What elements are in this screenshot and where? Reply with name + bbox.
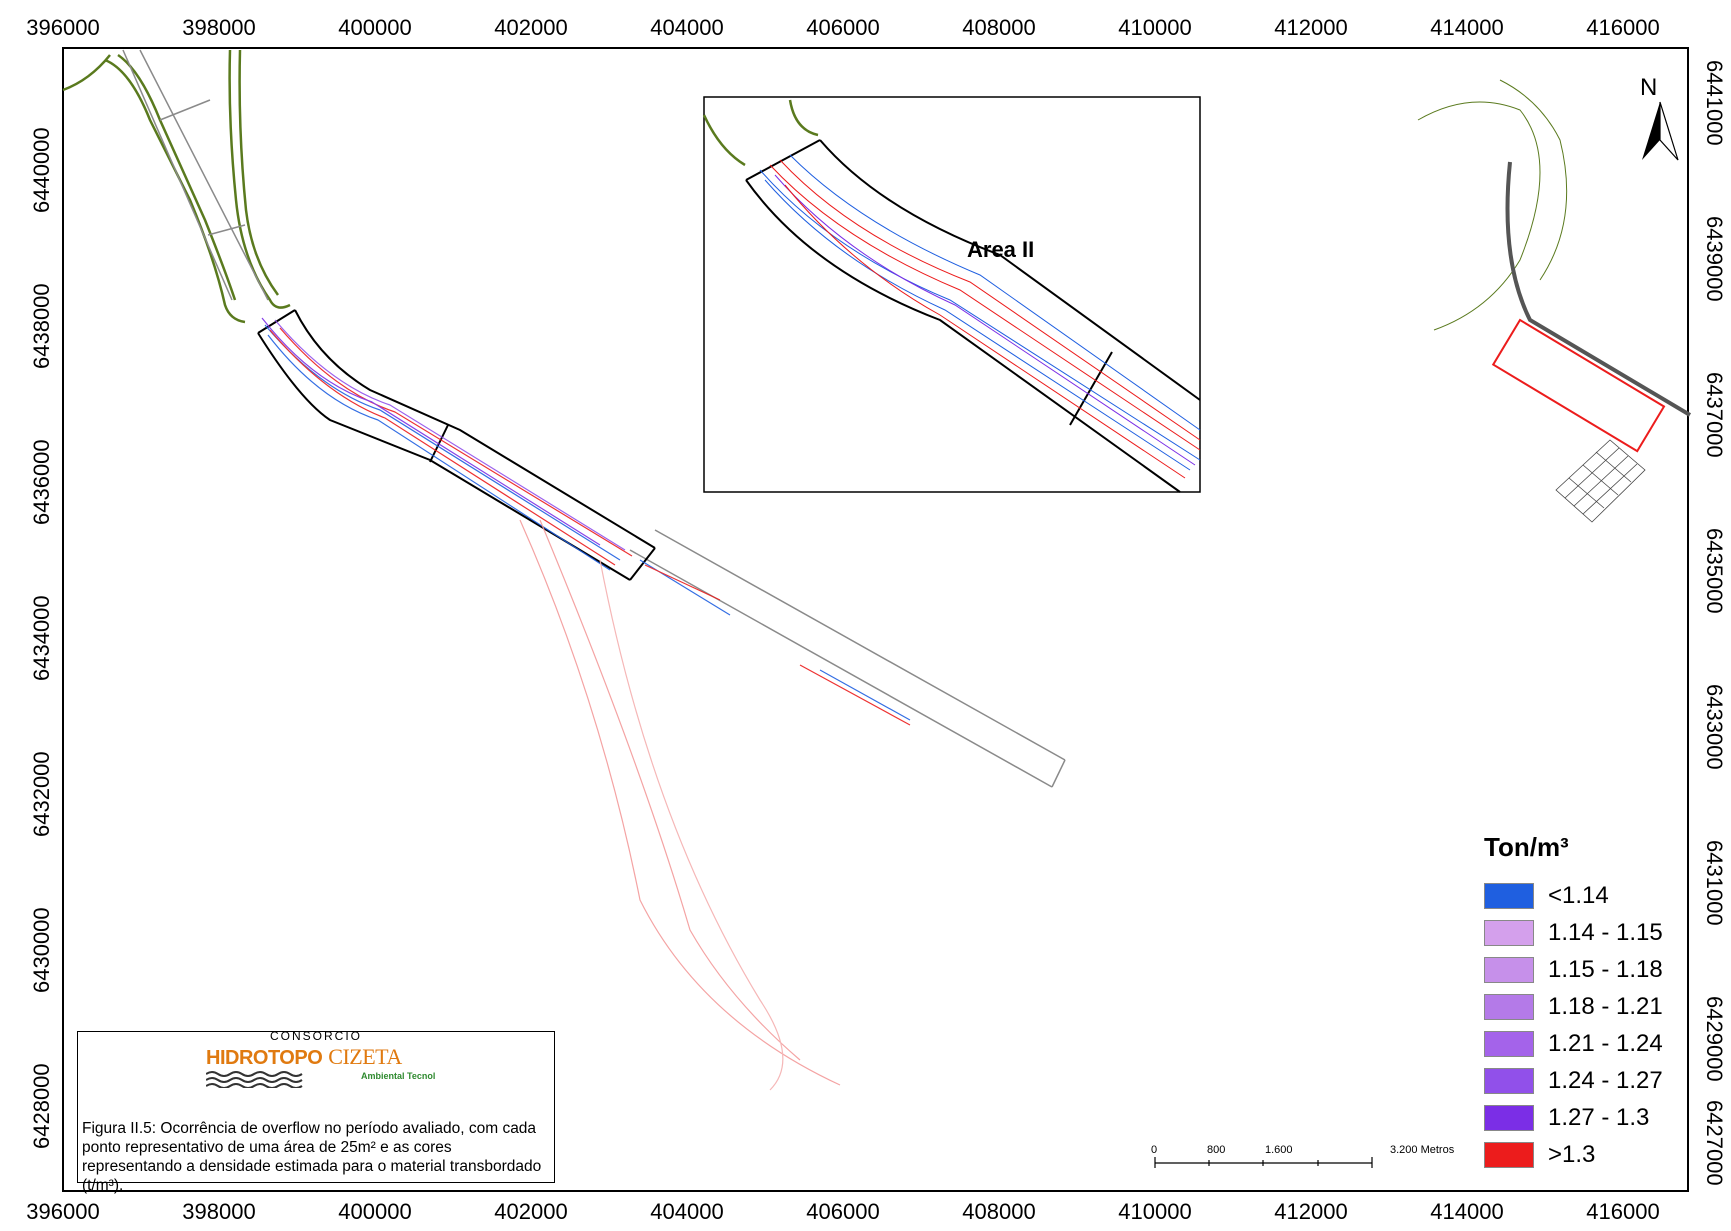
y-tick-right: 6435000 xyxy=(1702,528,1727,614)
x-tick-bottom: 416000 xyxy=(1586,1199,1660,1224)
x-tick-bottom: 410000 xyxy=(1118,1199,1192,1224)
y-tick-right: 6437000 xyxy=(1702,372,1727,458)
y-tick-right: 6441000 xyxy=(1702,60,1727,146)
legend-swatch xyxy=(1484,882,1534,909)
y-tick-left: 6438000 xyxy=(29,283,54,369)
x-tick-bottom: 412000 xyxy=(1274,1199,1348,1224)
y-tick-right: 6433000 xyxy=(1702,684,1727,770)
x-tick-bottom: 414000 xyxy=(1430,1199,1504,1224)
figure-caption-box: CONSORCIO HIDROTOPO CIZETA Ambiental Tecn… xyxy=(77,1029,555,1194)
y-tick-left: 6440000 xyxy=(29,127,54,213)
logo-waves-icon xyxy=(206,1071,303,1088)
legend-item: 1.14 - 1.15 xyxy=(1484,914,1663,951)
x-tick-top: 416000 xyxy=(1586,15,1660,40)
y-tick-left: 6436000 xyxy=(29,439,54,525)
x-tick-top: 398000 xyxy=(182,15,256,40)
legend-item: >1.3 xyxy=(1484,1136,1663,1173)
logo-subtitle: Ambiental Tecnol xyxy=(361,1071,436,1081)
legend-swatch xyxy=(1484,993,1534,1020)
y-tick-left: 6430000 xyxy=(29,907,54,993)
y-tick-right: 6427000 xyxy=(1702,1100,1727,1186)
y-tick-right: 6431000 xyxy=(1702,840,1727,926)
legend-label: 1.18 - 1.21 xyxy=(1548,992,1663,1020)
x-tick-top: 400000 xyxy=(338,15,412,40)
x-tick-bottom: 400000 xyxy=(338,1199,412,1224)
inset-map xyxy=(702,96,1201,493)
legend-item: 1.27 - 1.3 xyxy=(1484,1099,1663,1136)
logo-header: CONSORCIO xyxy=(269,1029,362,1043)
legend-swatch xyxy=(1484,1141,1534,1168)
legend-item: 1.18 - 1.21 xyxy=(1484,988,1663,1025)
consortium-logo: CONSORCIO HIDROTOPO CIZETA Ambiental Tecn… xyxy=(78,1029,554,1092)
x-tick-bottom: 396000 xyxy=(26,1199,100,1224)
legend-label: 1.24 - 1.27 xyxy=(1548,1066,1663,1094)
x-tick-top: 396000 xyxy=(26,15,100,40)
legend-swatch xyxy=(1484,956,1534,983)
legend-swatch xyxy=(1484,1067,1534,1094)
logo-name-b: CIZETA xyxy=(328,1044,402,1069)
dredging-areas xyxy=(257,309,656,581)
legend-label: 1.21 - 1.24 xyxy=(1548,1029,1663,1057)
legend-swatch xyxy=(1484,919,1534,946)
x-tick-top: 412000 xyxy=(1274,15,1348,40)
north-arrow-icon xyxy=(1642,101,1679,161)
scale-label: 800 xyxy=(1207,1144,1226,1156)
inset-area-label: Area II xyxy=(967,237,1035,262)
x-tick-top: 404000 xyxy=(650,15,724,40)
legend-items: <1.14 1.14 - 1.15 1.15 - 1.18 1.18 - 1.21 1.… xyxy=(1484,877,1663,1173)
legend-label: 1.14 - 1.15 xyxy=(1548,918,1663,946)
x-tick-top: 410000 xyxy=(1118,15,1192,40)
x-tick-bottom: 406000 xyxy=(806,1199,880,1224)
overflow-tracks xyxy=(261,317,911,1091)
x-tick-top: 402000 xyxy=(494,15,568,40)
map-border xyxy=(62,47,1689,1192)
scale-label: 1.600 xyxy=(1265,1144,1293,1156)
x-tick-bottom: 402000 xyxy=(494,1199,568,1224)
legend: Ton/m³ <1.14 1.14 - 1.15 1.15 - 1.18 1.18 -… xyxy=(1484,832,1663,1173)
legend-title: Ton/m³ xyxy=(1484,832,1569,862)
legend-item: 1.24 - 1.27 xyxy=(1484,1062,1663,1099)
y-tick-right: 6429000 xyxy=(1702,996,1727,1082)
logo-name-a: HIDROTOPO xyxy=(206,1047,323,1069)
legend-label: <1.14 xyxy=(1548,881,1609,909)
y-tick-left: 6432000 xyxy=(29,751,54,837)
legend-swatch xyxy=(1484,1104,1534,1131)
scale-bar-graphic xyxy=(1154,1157,1373,1168)
x-tick-bottom: 404000 xyxy=(650,1199,724,1224)
y-tick-left: 6434000 xyxy=(29,595,54,681)
x-tick-bottom: 398000 xyxy=(182,1199,256,1224)
x-tick-top: 406000 xyxy=(806,15,880,40)
y-tick-left: 6428000 xyxy=(29,1063,54,1149)
y-tick-right: 6439000 xyxy=(1702,216,1727,302)
north-label: N xyxy=(1640,74,1658,101)
legend-swatch xyxy=(1484,1030,1534,1057)
x-tick-bottom: 408000 xyxy=(962,1199,1036,1224)
logo-name: HIDROTOPO CIZETA xyxy=(206,1044,402,1070)
locator-map xyxy=(1417,79,1692,523)
x-tick-top: 408000 xyxy=(962,15,1036,40)
legend-item: 1.21 - 1.24 xyxy=(1484,1025,1663,1062)
legend-item: 1.15 - 1.18 xyxy=(1484,951,1663,988)
legend-label: 1.27 - 1.3 xyxy=(1548,1103,1650,1131)
scale-label: 0 xyxy=(1151,1144,1158,1156)
scale-label: 3.200 Metros xyxy=(1390,1144,1455,1156)
x-tick-top: 414000 xyxy=(1430,15,1504,40)
navigation-channel xyxy=(122,49,1066,788)
figure-caption: Figura II.5: Ocorrência de overflow no p… xyxy=(82,1120,542,1194)
legend-label: 1.15 - 1.18 xyxy=(1548,955,1663,983)
legend-label: >1.3 xyxy=(1548,1140,1596,1168)
legend-item: <1.14 xyxy=(1484,877,1663,914)
